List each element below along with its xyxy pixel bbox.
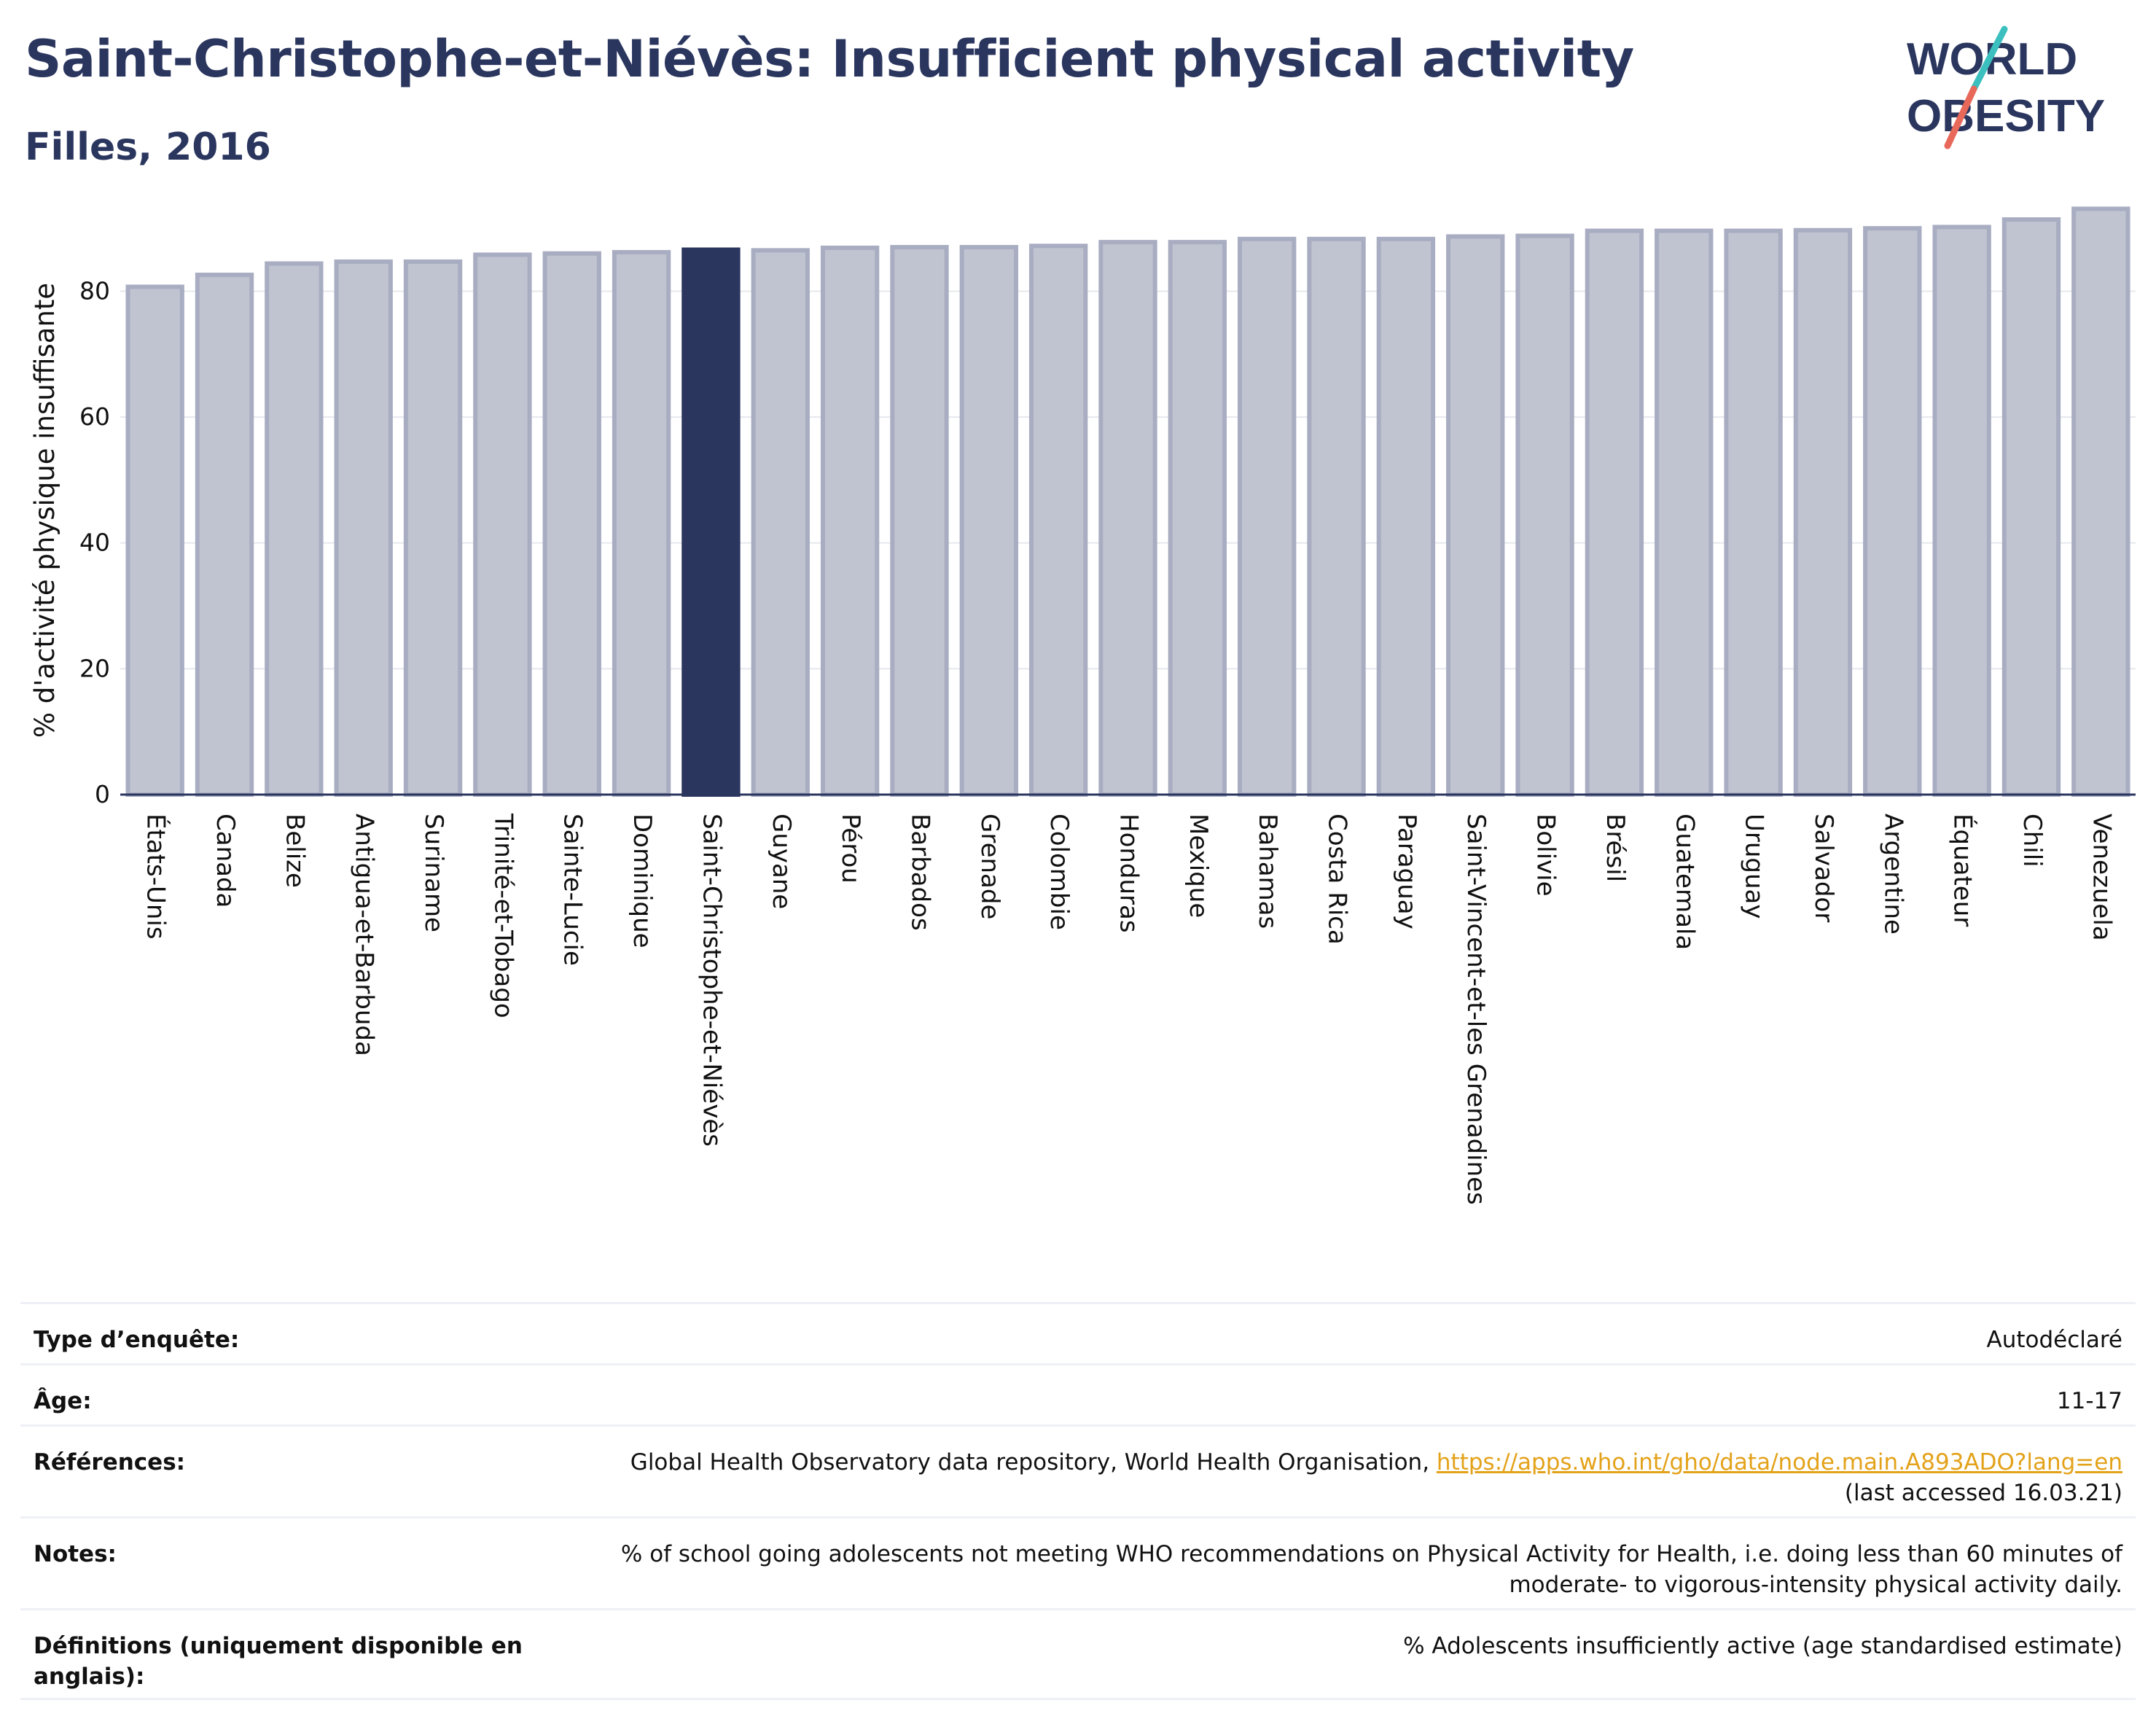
bar [1515, 233, 1574, 797]
bar [890, 245, 949, 798]
x-tick-label: Canada [211, 814, 240, 908]
world-obesity-logo: WORLD OBESITY [1907, 26, 2105, 149]
x-tick-label: Sainte-Lucie [558, 814, 587, 966]
definitions-label: Définitions (uniquement disponible en an… [34, 1633, 523, 1690]
bar [473, 252, 532, 797]
y-tick-label: 60 [79, 402, 110, 431]
bar [1307, 236, 1366, 797]
bar [1932, 225, 1991, 797]
bar [125, 284, 184, 797]
bar [1724, 228, 1783, 797]
logo-line2: OBESITY [1907, 91, 2105, 141]
bar [1028, 243, 1088, 798]
x-tick-label: Trinité-et-Tobago [488, 813, 517, 1018]
y-tick-label: 80 [79, 276, 110, 305]
x-tick-label: Venezuela [2087, 814, 2116, 941]
x-tick-label: Bahamas [1253, 814, 1282, 929]
y-tick-label: 40 [79, 529, 110, 557]
x-tick-label: Bolivie [1531, 814, 1561, 897]
y-axis-label: % d'activité physique insuffisante [29, 283, 60, 738]
bar [1793, 227, 1853, 797]
logo-slash-teal [1970, 26, 2008, 93]
x-tick-label: Antigua-et-Barbuda [350, 814, 379, 1056]
survey-label: Type d’enquête: [34, 1327, 240, 1353]
bar [612, 249, 671, 797]
x-tick-label: Grenade [975, 814, 1004, 919]
info-row-notes: Notes: % of school going adolescents not… [20, 1516, 2136, 1608]
references-value: Global Health Observatory data repositor… [630, 1447, 2122, 1516]
x-tick-label: Costa Rica [1323, 814, 1352, 945]
x-tick-label: Brésil [1601, 814, 1630, 882]
bar [1585, 228, 1644, 797]
page-subtitle: Filles, 2016 [25, 125, 271, 169]
x-tick-label: Saint-Christophe-et-Niévès [697, 814, 726, 1147]
bar [2001, 217, 2061, 797]
definitions-value: % Adolescents insufficiently active (age… [1403, 1633, 2122, 1659]
logo-slash-red [1944, 85, 1977, 149]
bar [751, 248, 810, 797]
page-title: Saint-Christophe-et-Niévès: Insufficient… [25, 29, 1634, 89]
bar [1168, 240, 1227, 798]
bar [403, 259, 463, 797]
notes-line1: % of school going adolescents not meetin… [620, 1541, 2122, 1567]
info-row-references: Références: Global Health Observatory da… [20, 1424, 2136, 1516]
references-link[interactable]: https://apps.who.int/gho/data/node.main.… [1436, 1449, 2122, 1475]
references-accessed: (last accessed 16.03.21) [1844, 1480, 2122, 1506]
x-tick-label: Mexique [1184, 814, 1213, 918]
x-tick-label: Saint-Vincent-et-les Grenadines [1461, 814, 1491, 1205]
references-text: Global Health Observatory data repositor… [630, 1449, 1437, 1475]
bar [265, 261, 324, 797]
info-row-definitions: Définitions (uniquement disponible en an… [20, 1608, 2136, 1700]
bar [820, 245, 880, 798]
bar-chart: 0 20 40 60 80 % d'activité physique insuffisa… [29, 206, 2136, 1205]
bar [2071, 206, 2130, 797]
x-tick-label: Équateur [1948, 814, 1978, 927]
x-tick-label: Guyane [767, 814, 796, 909]
bar [542, 251, 601, 797]
y-tick-label: 0 [95, 780, 110, 808]
bar [1098, 240, 1157, 798]
bar [1446, 234, 1505, 797]
x-tick-label: Colombie [1044, 814, 1074, 930]
x-tick-label: Chili [2018, 814, 2047, 868]
x-tick-label: Barbados [905, 814, 934, 931]
notes-value: % of school going adolescents not meetin… [621, 1539, 2122, 1608]
info-row-age: Âge: 11-17 [20, 1363, 2136, 1424]
bar [1376, 236, 1436, 797]
notes-line2: moderate- to vigorous-intensity physical… [1509, 1572, 2122, 1598]
age-value: 11-17 [2056, 1388, 2122, 1414]
bar [195, 273, 254, 798]
x-tick-label: Uruguay [1740, 814, 1769, 919]
y-tick-label: 20 [79, 654, 110, 682]
survey-value: Autodéclaré [1986, 1327, 2122, 1353]
info-row-survey: Type d’enquête: Autodéclaré [20, 1302, 2136, 1363]
x-tick-label: Belize [280, 814, 309, 888]
x-tick-label: Paraguay [1392, 814, 1421, 929]
x-tick-label: Guatemala [1670, 814, 1699, 950]
x-tick-label: Pérou [836, 814, 865, 884]
bar [1238, 236, 1297, 797]
bar [1655, 228, 1714, 797]
x-tick-label: Salvador [1809, 814, 1838, 922]
x-tick-label: Suriname [419, 814, 448, 932]
x-tick-label: Dominique [628, 814, 657, 948]
bar [681, 247, 741, 797]
info-table: Type d’enquête: Autodéclaré Âge: 11-17 R… [20, 1302, 2136, 1700]
age-label: Âge: [34, 1388, 92, 1414]
notes-label: Notes: [34, 1541, 117, 1567]
x-tick-label: États-Unis [141, 814, 171, 940]
x-tick-label: Argentine [1878, 814, 1907, 935]
bar [334, 259, 393, 797]
bar [959, 245, 1018, 798]
x-tick-label: Honduras [1114, 814, 1144, 933]
references-label: Références: [34, 1449, 186, 1475]
bar [1863, 226, 1922, 797]
